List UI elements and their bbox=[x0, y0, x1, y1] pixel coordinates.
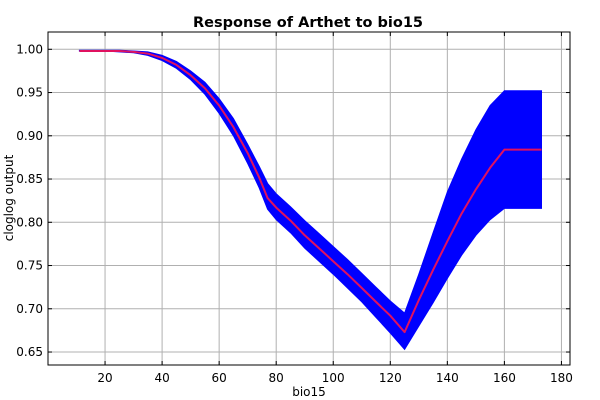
chart-title: Response of Arthet to bio15 bbox=[193, 15, 423, 31]
y-tick-label: 0.95 bbox=[16, 86, 43, 100]
y-tick-label: 1.00 bbox=[16, 42, 43, 56]
grid bbox=[48, 32, 570, 365]
y-axis-label: cloglog output bbox=[2, 154, 16, 241]
y-tick-label: 0.65 bbox=[16, 345, 43, 359]
x-tick-label: 80 bbox=[269, 371, 284, 385]
x-tick-label: 160 bbox=[493, 371, 516, 385]
y-tick-label: 0.80 bbox=[16, 215, 43, 229]
mean-line bbox=[79, 50, 542, 334]
x-tick-label: 140 bbox=[436, 371, 459, 385]
x-tick-label: 120 bbox=[379, 371, 402, 385]
x-tick-label: 40 bbox=[154, 371, 169, 385]
plot-area: 20 40 60 80 100 120 140 160 180 0.65 0.70 0.75 0.80 0… bbox=[16, 31, 573, 385]
x-axis-label: bio15 bbox=[292, 385, 326, 399]
y-tick-label: 0.75 bbox=[16, 259, 43, 273]
x-tick-label: 20 bbox=[97, 371, 112, 385]
x-tick-label: 60 bbox=[212, 371, 227, 385]
x-tick-label: 100 bbox=[322, 371, 345, 385]
y-tick-label: 0.85 bbox=[16, 172, 43, 186]
y-tick-label: 0.70 bbox=[16, 302, 43, 316]
x-tick-label: 180 bbox=[550, 371, 573, 385]
ticks: 20 40 60 80 100 120 140 160 180 0.65 0.70 0.75 0.80 0… bbox=[16, 32, 573, 385]
marks bbox=[78, 49, 542, 351]
plot-frame bbox=[47, 31, 571, 366]
y-tick-label: 0.90 bbox=[16, 129, 43, 143]
range-band bbox=[78, 49, 542, 351]
